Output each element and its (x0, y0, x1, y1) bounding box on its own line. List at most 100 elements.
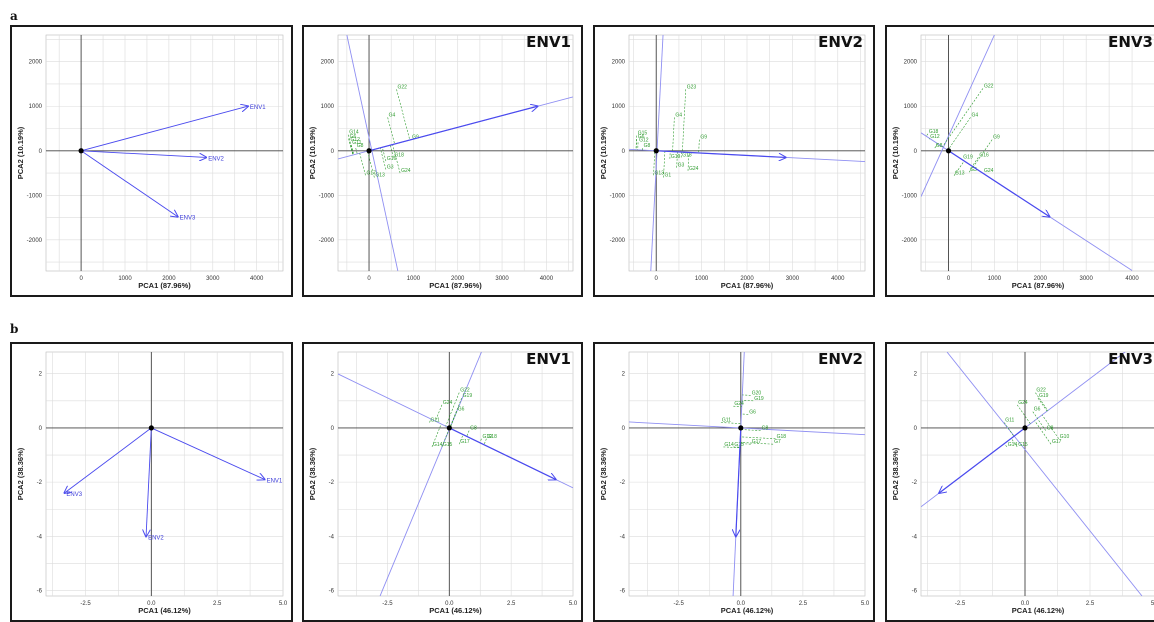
genotype-label: G11 (722, 417, 731, 423)
x-tick-label: 5.0 (569, 601, 578, 607)
x-axis-label: PCA1 (46.12%) (1012, 606, 1065, 615)
panel-title: ENV2 (818, 33, 863, 51)
genotype-label: G17 (460, 439, 470, 445)
y-tick-label: -1000 (902, 193, 918, 199)
genotype-label: G13 (955, 171, 965, 177)
y-tick-label: -1000 (27, 193, 43, 199)
genotype-label: G11 (431, 417, 440, 423)
genotype-label: G8 (644, 143, 651, 149)
genotype-label: G6 (458, 407, 465, 413)
y-tick-label: -2000 (902, 238, 918, 244)
x-tick-label: 0 (947, 276, 951, 282)
y-tick-label: -1000 (610, 193, 626, 199)
genotype-label: G1 (664, 172, 671, 178)
y-axis-label: PCA2 (38.36%) (891, 447, 900, 500)
x-axis-label: PCA1 (46.12%) (721, 606, 774, 615)
plot-area (629, 352, 865, 596)
genotype-label: G14 (1008, 442, 1018, 448)
y-tick-label: 1000 (904, 104, 918, 110)
genotype-label: G19 (963, 155, 973, 161)
y-tick-label: 0 (331, 149, 335, 155)
y-tick-label: -4 (37, 534, 43, 540)
genotype-label: G3 (387, 164, 394, 170)
origin-point (366, 148, 371, 153)
genotype-label: G16 (979, 152, 989, 158)
y-tick-label: -2 (37, 480, 43, 486)
row-label-a: a (10, 9, 18, 23)
vector-label: ENV2 (148, 535, 164, 541)
x-tick-label: 3000 (786, 276, 800, 282)
x-tick-label: 4000 (540, 276, 554, 282)
y-axis-label: PCA2 (38.36%) (16, 447, 25, 500)
genotype-label: G8 (936, 143, 943, 149)
y-axis-label: PCA2 (10.19%) (308, 126, 317, 179)
x-axis-label: PCA1 (87.96%) (1012, 281, 1065, 290)
y-axis-label: PCA2 (10.19%) (599, 126, 608, 179)
y-tick-label: -6 (329, 589, 335, 595)
x-tick-label: 4000 (1125, 276, 1139, 282)
y-tick-label: 2 (622, 372, 626, 378)
genotype-label: G22 (398, 84, 408, 90)
y-axis-label: PCA2 (10.19%) (891, 126, 900, 179)
vector-label: ENV3 (66, 492, 82, 498)
y-tick-label: -2000 (319, 238, 335, 244)
genotype-label: G17 (752, 439, 762, 445)
x-tick-label: 1000 (695, 276, 709, 282)
genotype-label: G6 (749, 409, 756, 415)
genotype-label: G13 (655, 170, 665, 176)
x-tick-label: 4000 (250, 276, 264, 282)
y-tick-label: -2000 (610, 238, 626, 244)
genotype-label: G12 (930, 134, 940, 140)
genotype-label: G24 (984, 168, 994, 174)
genotype-label: G16 (387, 156, 397, 162)
y-tick-label: 0 (622, 426, 626, 432)
x-tick-label: 5.0 (861, 601, 870, 607)
panel-title: ENV2 (818, 350, 863, 368)
genotype-label: G24 (734, 401, 744, 407)
x-tick-label: 3000 (206, 276, 220, 282)
y-tick-label: 1000 (29, 104, 43, 110)
genotype-label: G3 (678, 163, 685, 169)
genotype-label: G9 (993, 135, 1000, 141)
y-axis-label: PCA2 (38.36%) (599, 447, 608, 500)
y-tick-label: 2 (331, 372, 335, 378)
x-tick-label: 4000 (831, 276, 845, 282)
genotype-label: G8 (470, 426, 477, 432)
y-tick-label: -2000 (27, 238, 43, 244)
x-axis-label: PCA1 (87.96%) (138, 281, 191, 290)
genotype-label: G15 (443, 442, 453, 448)
y-tick-label: -2 (329, 480, 335, 486)
panel-title: ENV3 (1108, 33, 1153, 51)
y-tick-label: 2 (39, 372, 43, 378)
y-tick-label: 1000 (612, 104, 626, 110)
origin-point (79, 148, 84, 153)
genotype-label: G24 (401, 168, 411, 174)
genotype-label: G19 (671, 154, 681, 160)
panel-title: ENV1 (526, 33, 571, 51)
genotype-label: G4 (389, 112, 396, 118)
y-tick-label: 0 (914, 149, 918, 155)
genotype-label: G24 (689, 166, 699, 172)
panel-title: ENV1 (526, 350, 571, 368)
x-tick-label: 0 (655, 276, 659, 282)
vector-label: ENV2 (208, 156, 224, 162)
y-tick-label: 1000 (321, 104, 335, 110)
x-tick-label: -2.5 (955, 601, 966, 607)
y-tick-label: 2000 (904, 60, 918, 66)
x-tick-label: 2.5 (213, 601, 222, 607)
y-tick-label: 2000 (321, 60, 335, 66)
genotype-label: G17 (1052, 439, 1062, 445)
y-tick-label: 0 (331, 426, 335, 432)
y-tick-label: -1000 (319, 193, 335, 199)
panel-title: ENV3 (1108, 350, 1153, 368)
genotype-label: G24 (1018, 400, 1028, 406)
x-tick-label: 2.5 (1086, 601, 1095, 607)
